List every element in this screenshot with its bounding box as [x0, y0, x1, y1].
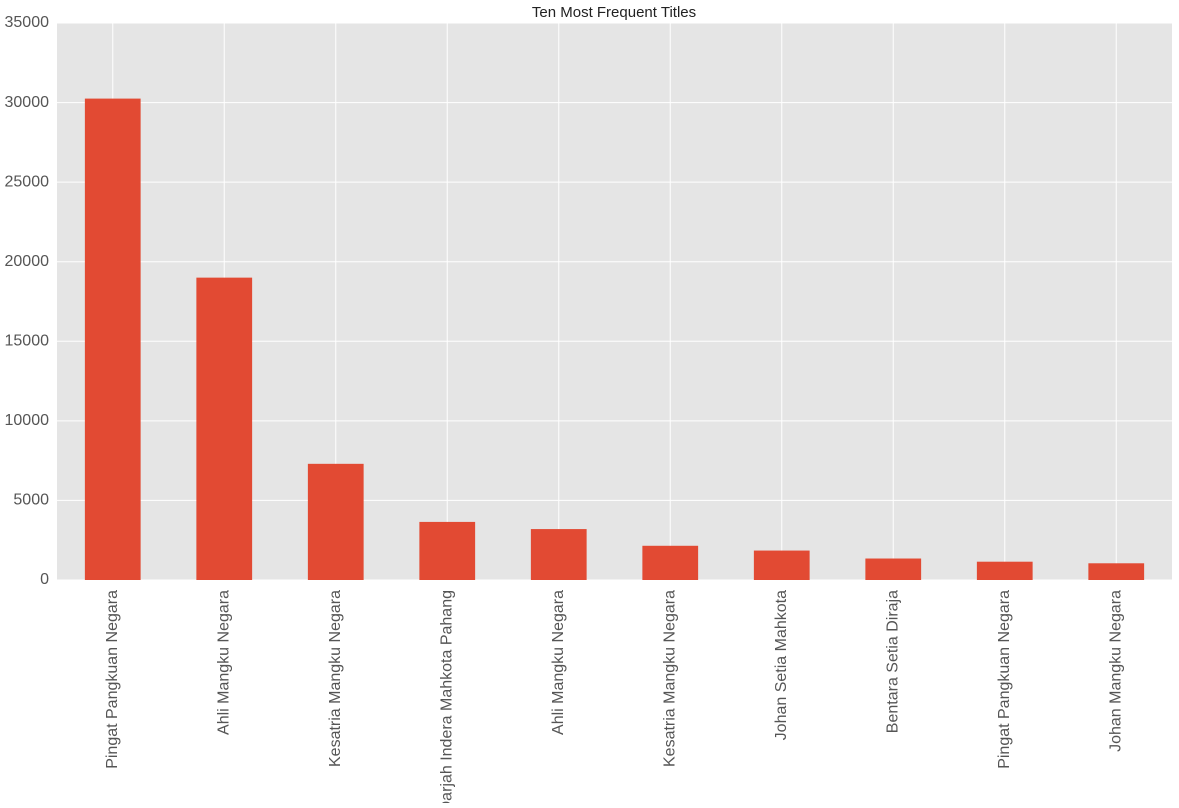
bar [530, 529, 587, 580]
bar [976, 561, 1033, 580]
bar [196, 277, 253, 580]
y-tick-label: 15000 [5, 333, 50, 350]
y-tick-label: 35000 [5, 14, 50, 31]
x-tick-label: Bentara Setia Diraja [884, 590, 901, 733]
y-tick-label: 25000 [5, 173, 50, 190]
y-tick-label: 5000 [13, 492, 49, 509]
x-tick-label: Ahli Mangku Negara [550, 590, 567, 735]
bar [753, 550, 810, 580]
x-tick-label: Ahli Mangku Negara [215, 590, 232, 735]
x-tick-label: Pingat Pangkuan Negara [104, 590, 121, 769]
x-tick-label: Kesatria Mangku Negara [661, 590, 678, 767]
y-tick-label: 30000 [5, 94, 50, 111]
x-tick-label: Johan Setia Mahkota [773, 590, 790, 740]
bar [642, 545, 699, 580]
y-tick-label: 10000 [5, 412, 50, 429]
bar [84, 98, 141, 580]
bar [307, 463, 364, 580]
x-tick-label: Kesatria Mangku Negara [327, 590, 344, 767]
chart-title: Ten Most Frequent Titles [532, 4, 696, 21]
bar [1088, 563, 1145, 580]
bar [865, 558, 922, 580]
x-tick-label: Johan Mangku Negara [1107, 590, 1124, 752]
y-tick-label: 0 [40, 571, 49, 588]
x-tick-label: Darjah Indera Mahkota Pahang [438, 590, 455, 803]
x-tick-label: Pingat Pangkuan Negara [996, 590, 1013, 769]
y-tick-label: 20000 [5, 253, 50, 270]
bar [419, 521, 476, 580]
